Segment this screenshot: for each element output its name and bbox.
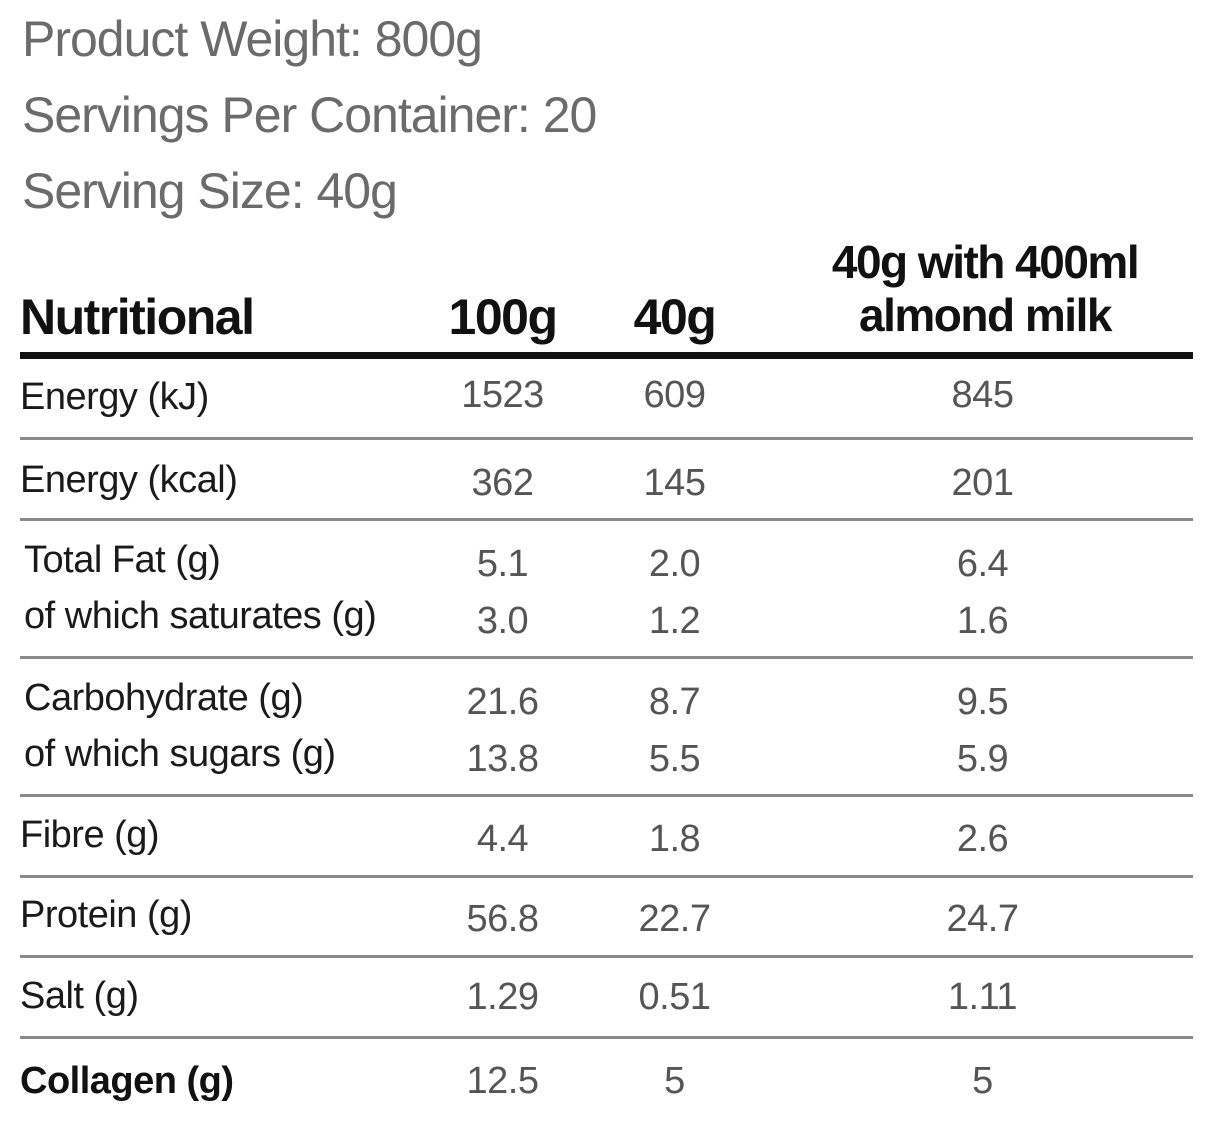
saturates-40g: 1.2 xyxy=(648,600,701,642)
protein-100g: 56.8 xyxy=(466,898,539,940)
energy-kj-100g: 1523 xyxy=(461,374,544,416)
row-label-carbohydrate: Carbohydrate (g) xyxy=(24,677,304,719)
row-divider xyxy=(20,1036,1193,1039)
carbohydrate-milk: 9.5 xyxy=(956,681,1009,723)
sugars-40g: 5.5 xyxy=(648,738,701,780)
energy-kcal-milk: 201 xyxy=(951,462,1014,504)
saturates-100g: 3.0 xyxy=(476,600,529,642)
collagen-milk: 5 xyxy=(972,1060,993,1102)
row-label-protein: Protein (g) xyxy=(20,894,192,936)
row-divider xyxy=(20,794,1193,797)
header-with-almond-milk: 40g with 400ml almond milk xyxy=(831,236,1140,341)
row-divider xyxy=(20,656,1193,659)
total-fat-40g: 2.0 xyxy=(648,543,701,585)
total-fat-milk: 6.4 xyxy=(956,543,1009,585)
serving-size: Serving Size: 40g xyxy=(22,163,398,219)
header-divider xyxy=(20,352,1193,359)
sugars-milk: 5.9 xyxy=(956,738,1009,780)
protein-40g: 22.7 xyxy=(638,898,711,940)
row-divider xyxy=(20,437,1193,440)
row-label-collagen: Collagen (g) xyxy=(20,1060,234,1102)
salt-100g: 1.29 xyxy=(466,976,539,1018)
fibre-100g: 4.4 xyxy=(476,818,529,860)
row-label-energy-kcal: Energy (kcal) xyxy=(20,459,238,501)
fibre-milk: 2.6 xyxy=(956,818,1009,860)
row-label-energy-kj: Energy (kJ) xyxy=(20,376,209,418)
row-label-sugars: of which sugars (g) xyxy=(24,733,336,775)
total-fat-100g: 5.1 xyxy=(476,543,529,585)
protein-milk: 24.7 xyxy=(946,898,1019,940)
row-divider xyxy=(20,875,1193,878)
salt-milk: 1.11 xyxy=(947,976,1018,1018)
energy-kcal-40g: 145 xyxy=(643,462,706,504)
row-label-saturates: of which saturates (g) xyxy=(24,595,377,637)
sugars-100g: 13.8 xyxy=(466,738,539,780)
header-nutritional: Nutritional xyxy=(20,289,255,345)
header-per-40g: 40g xyxy=(633,289,717,345)
collagen-100g: 12.5 xyxy=(466,1060,539,1102)
product-weight: Product Weight: 800g xyxy=(22,11,483,67)
header-per-100g: 100g xyxy=(448,289,558,345)
saturates-milk: 1.6 xyxy=(956,600,1009,642)
row-divider xyxy=(20,518,1193,521)
energy-kcal-100g: 362 xyxy=(471,462,534,504)
row-label-total-fat: Total Fat (g) xyxy=(24,539,221,581)
carbohydrate-100g: 21.6 xyxy=(466,681,539,723)
row-divider xyxy=(20,955,1193,958)
energy-kj-milk: 845 xyxy=(951,374,1014,416)
carbohydrate-40g: 8.7 xyxy=(648,681,701,723)
row-label-fibre: Fibre (g) xyxy=(20,814,160,856)
energy-kj-40g: 609 xyxy=(643,374,706,416)
collagen-40g: 5 xyxy=(664,1060,685,1102)
servings-per-container: Servings Per Container: 20 xyxy=(22,87,597,143)
fibre-40g: 1.8 xyxy=(648,818,701,860)
salt-40g: 0.51 xyxy=(638,976,711,1018)
row-label-salt: Salt (g) xyxy=(20,975,139,1017)
